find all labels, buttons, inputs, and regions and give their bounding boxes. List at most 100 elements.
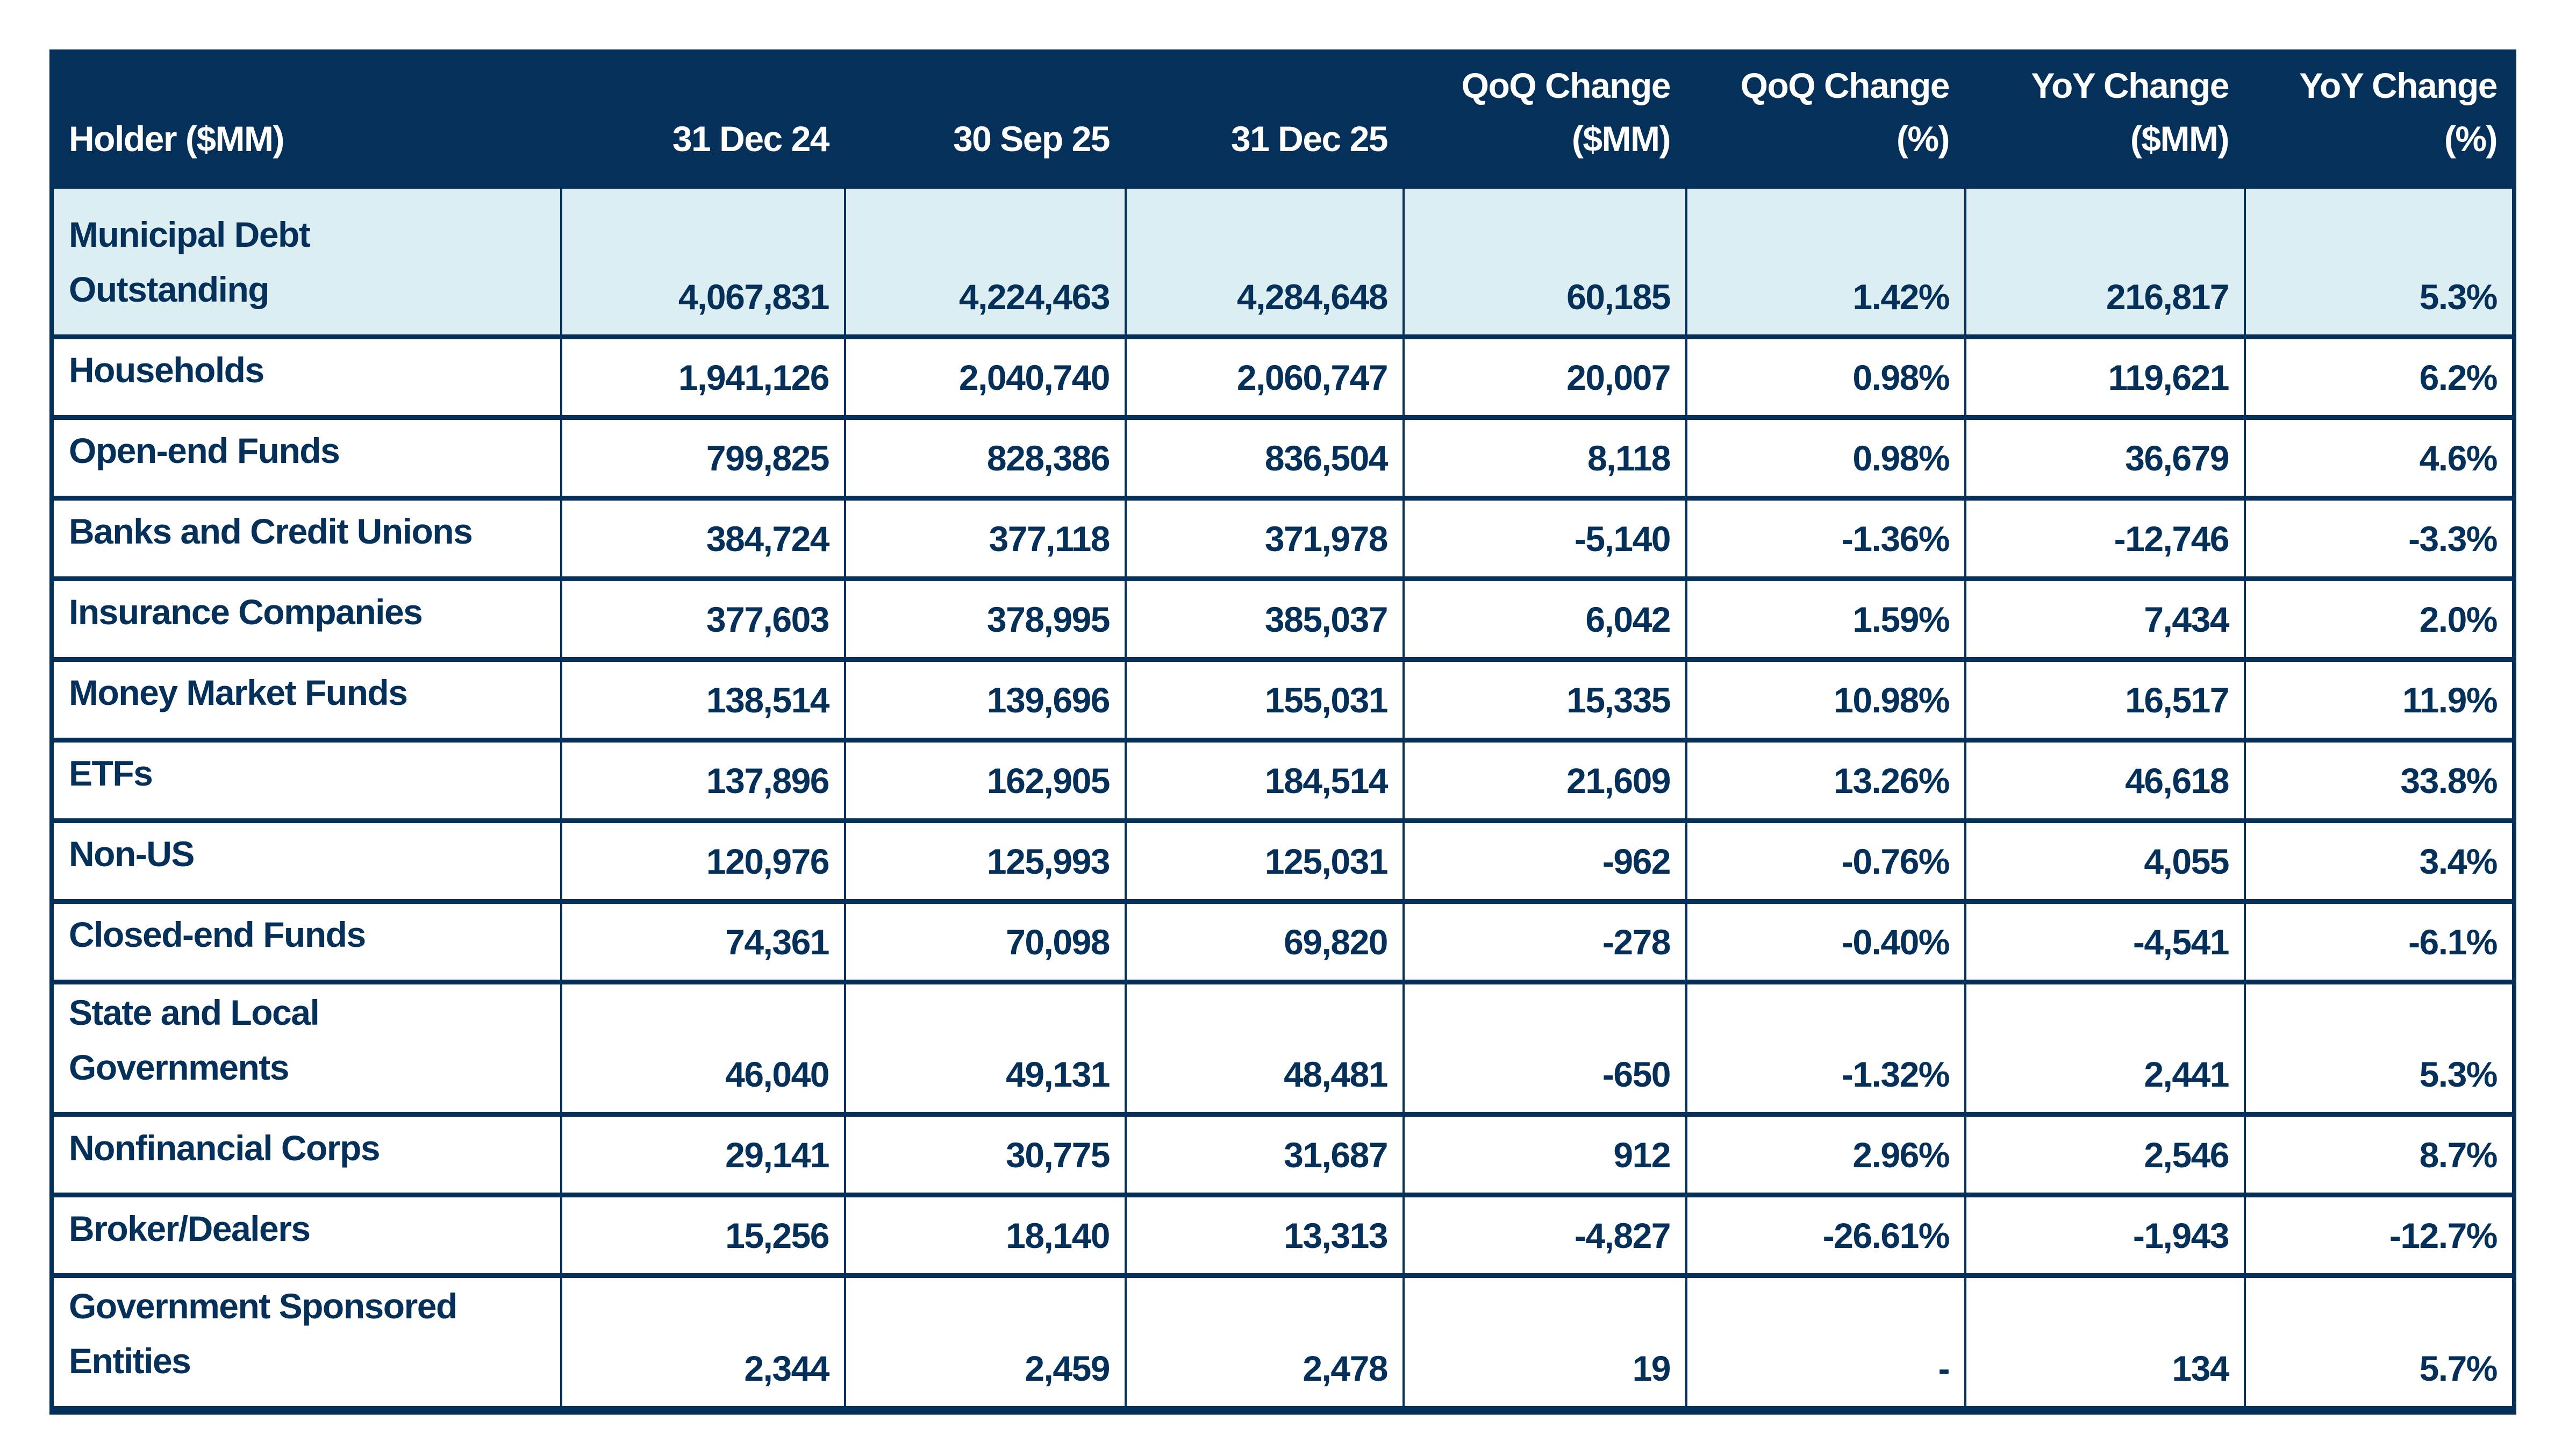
value-cell: 4,067,831 (561, 186, 846, 339)
value-cell: 1.42% (1686, 186, 1966, 339)
value-cell: 20,007 (1404, 337, 1687, 420)
column-header-holder: Holder ($MM) (52, 52, 562, 189)
holder-cell: Non-US (52, 820, 562, 904)
value-cell: 0.98% (1686, 417, 1966, 501)
value-cell: -4,827 (1404, 1195, 1687, 1279)
value-cell: -6.1% (2245, 901, 2514, 984)
value-cell: 5.3% (2245, 982, 2514, 1117)
value-cell: 799,825 (561, 417, 846, 501)
value-cell: 1,941,126 (561, 337, 846, 420)
value-cell: -0.40% (1686, 901, 1966, 984)
value-cell: 60,185 (1404, 186, 1687, 339)
value-cell: 2,478 (1126, 1275, 1405, 1413)
value-cell: -3.3% (2245, 498, 2514, 581)
value-cell: 4,284,648 (1126, 186, 1405, 339)
value-cell: 155,031 (1126, 659, 1405, 743)
value-cell: 2,344 (561, 1275, 846, 1413)
value-cell: 49,131 (845, 982, 1127, 1117)
value-cell: 137,896 (561, 740, 846, 823)
value-cell: 4,055 (1965, 820, 2246, 904)
column-header-sublabel: ($MM) (2130, 118, 2230, 159)
value-cell: 2,441 (1965, 982, 2246, 1117)
value-cell: 162,905 (845, 740, 1127, 823)
value-cell: 8.7% (2245, 1114, 2514, 1198)
value-cell: - (1686, 1275, 1966, 1413)
holder-cell: Government Sponsored Entities (52, 1275, 562, 1413)
column-header-qoq-change-mm: QoQ Change ($MM) (1404, 52, 1687, 189)
value-cell: 125,993 (845, 820, 1127, 904)
table-row: Closed-end Funds 74,361 70,098 69,820 -2… (52, 901, 2514, 984)
value-cell: 377,118 (845, 498, 1127, 581)
column-header-sublabel: (%) (2444, 118, 2498, 159)
value-cell: 125,031 (1126, 820, 1405, 904)
value-cell: -12,746 (1965, 498, 2246, 581)
value-cell: -962 (1404, 820, 1687, 904)
column-header-sublabel: ($MM) (1571, 118, 1671, 159)
header-row: Holder ($MM) 31 Dec 24 30 Sep 25 31 Dec … (52, 52, 2514, 189)
table-row: Households 1,941,126 2,040,740 2,060,747… (52, 337, 2514, 420)
table-row: ETFs 137,896 162,905 184,514 21,609 13.2… (52, 740, 2514, 823)
value-cell: 48,481 (1126, 982, 1405, 1117)
table-row: Open-end Funds 799,825 828,386 836,504 8… (52, 417, 2514, 501)
column-header-label: Holder ($MM) (69, 118, 284, 159)
value-cell: 2,546 (1965, 1114, 2246, 1198)
value-cell: -4,541 (1965, 901, 2246, 984)
value-cell: 2,060,747 (1126, 337, 1405, 420)
value-cell: -650 (1404, 982, 1687, 1117)
value-cell: -278 (1404, 901, 1687, 984)
table-row: Money Market Funds 138,514 139,696 155,0… (52, 659, 2514, 743)
value-cell: 30,775 (845, 1114, 1127, 1198)
value-cell: 836,504 (1126, 417, 1405, 501)
value-cell: 21,609 (1404, 740, 1687, 823)
value-cell: 2.96% (1686, 1114, 1966, 1198)
value-cell: 0.98% (1686, 337, 1966, 420)
value-cell: -12.7% (2245, 1195, 2514, 1279)
value-cell: 138,514 (561, 659, 846, 743)
value-cell: 5.3% (2245, 186, 2514, 339)
value-cell: 7,434 (1965, 579, 2246, 662)
value-cell: 74,361 (561, 901, 846, 984)
value-cell: 8,118 (1404, 417, 1687, 501)
value-cell: 120,976 (561, 820, 846, 904)
value-cell: 134 (1965, 1275, 2246, 1413)
column-header-yoy-change-pct: YoY Change (%) (2245, 52, 2514, 189)
table-header: Holder ($MM) 31 Dec 24 30 Sep 25 31 Dec … (52, 52, 2514, 189)
value-cell: 384,724 (561, 498, 846, 581)
value-cell: 4,224,463 (845, 186, 1127, 339)
value-cell: 18,140 (845, 1195, 1127, 1279)
column-header-31dec25: 31 Dec 25 (1126, 52, 1405, 189)
value-cell: -5,140 (1404, 498, 1687, 581)
value-cell: 46,040 (561, 982, 846, 1117)
value-cell: -1.32% (1686, 982, 1966, 1117)
holder-cell: ETFs (52, 740, 562, 823)
table-row: Non-US 120,976 125,993 125,031 -962 -0.7… (52, 820, 2514, 904)
value-cell: -1.36% (1686, 498, 1966, 581)
column-header-label: 31 Dec 25 (1230, 118, 1389, 159)
table-row: Broker/Dealers 15,256 18,140 13,313 -4,8… (52, 1195, 2514, 1279)
value-cell: 69,820 (1126, 901, 1405, 984)
municipal-holders-table-container: Holder ($MM) 31 Dec 24 30 Sep 25 31 Dec … (49, 49, 2516, 1415)
value-cell: 10.98% (1686, 659, 1966, 743)
column-header-label: 30 Sep 25 (953, 118, 1111, 159)
value-cell: 216,817 (1965, 186, 2246, 339)
table-row: Insurance Companies 377,603 378,995 385,… (52, 579, 2514, 662)
holder-cell: Closed-end Funds (52, 901, 562, 984)
value-cell: 377,603 (561, 579, 846, 662)
holder-cell: Banks and Credit Unions (52, 498, 562, 581)
value-cell: 2.0% (2245, 579, 2514, 662)
table-body: Municipal Debt Outstanding 4,067,831 4,2… (52, 186, 2514, 1413)
column-header-sublabel: (%) (1896, 118, 1950, 159)
column-header-label: YoY Change (2031, 65, 2229, 105)
holder-cell: Insurance Companies (52, 579, 562, 662)
column-header-30sep25: 30 Sep 25 (845, 52, 1127, 189)
value-cell: 119,621 (1965, 337, 2246, 420)
table-row: Banks and Credit Unions 384,724 377,118 … (52, 498, 2514, 581)
holder-cell: Nonfinancial Corps (52, 1114, 562, 1198)
value-cell: 184,514 (1126, 740, 1405, 823)
column-header-label: QoQ Change (1461, 65, 1671, 105)
value-cell: 4.6% (2245, 417, 2514, 501)
column-header-label: YoY Change (2299, 65, 2498, 105)
value-cell: 385,037 (1126, 579, 1405, 662)
municipal-holders-table: Holder ($MM) 31 Dec 24 30 Sep 25 31 Dec … (49, 49, 2516, 1415)
value-cell: -1,943 (1965, 1195, 2246, 1279)
